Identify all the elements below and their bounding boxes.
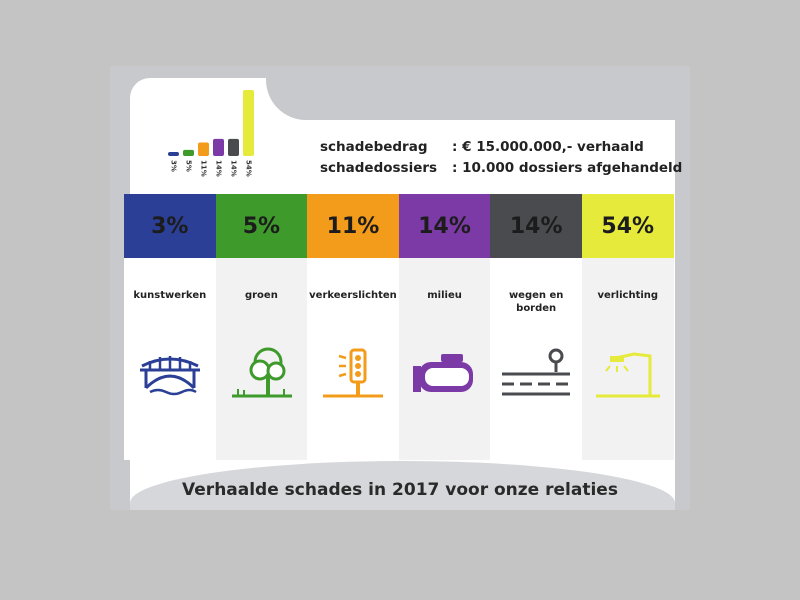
mini-bar-label: 54% <box>245 160 253 177</box>
category-percent: 54% <box>581 194 674 258</box>
mini-bar-label: 11% <box>200 160 208 177</box>
category-column: 14% milieu <box>398 194 491 460</box>
traffic-light-icon <box>319 344 387 404</box>
street-lamp-icon <box>594 344 662 404</box>
category-label: groen <box>244 290 278 301</box>
category-label: milieu <box>427 290 462 301</box>
category-percent: 14% <box>490 194 582 258</box>
category-body: groen <box>215 258 308 460</box>
category-body: wegen en borden <box>490 258 582 460</box>
category-percent: 3% <box>124 194 216 258</box>
category-percent: 5% <box>215 194 308 258</box>
category-column: 11% verkeerslichten <box>307 194 399 460</box>
category-percent: 11% <box>307 194 399 258</box>
category-percent: 14% <box>398 194 491 258</box>
category-column: 5% groen <box>215 194 308 460</box>
footer-title: Verhaalde schades in 2017 voor onze rela… <box>182 480 618 500</box>
category-label: wegen en borden <box>508 290 564 314</box>
dossiers-value: : 10.000 dossiers afgehandeld <box>452 160 683 176</box>
amount-value: : € 15.000.000,- verhaald <box>452 139 644 155</box>
mini-bar <box>198 142 209 156</box>
mini-bar-label: 14% <box>215 160 223 177</box>
amount-label: schadebedrag <box>320 139 428 155</box>
category-body: verlichting <box>581 258 674 460</box>
card-tab-cutout <box>266 78 686 120</box>
category-column: 3% kunstwerken <box>124 194 216 460</box>
category-body: kunstwerken <box>124 258 216 460</box>
mini-bar <box>243 90 254 156</box>
mini-bar <box>168 152 179 156</box>
dossiers-label: schadedossiers <box>320 160 438 176</box>
category-columns: 3% kunstwerken 5% groen 11% verkeerslichten 14… <box>124 194 674 460</box>
tank-icon <box>411 344 479 404</box>
tree-icon <box>228 344 296 404</box>
category-label: verlichting <box>597 290 659 301</box>
mini-bar-label: 3% <box>170 160 178 172</box>
mini-bar-label: 14% <box>230 160 238 177</box>
category-column: 54% verlichting <box>581 194 674 460</box>
mini-bar <box>213 138 224 156</box>
category-body: milieu <box>398 258 491 460</box>
mini-bar <box>228 138 239 156</box>
mini-bar-chart: 3% 5% 11% 14% 14% 54% <box>168 90 254 177</box>
category-column: 14% wegen en borden <box>490 194 582 460</box>
road-sign-icon <box>502 344 571 404</box>
category-label: kunstwerken <box>133 290 207 301</box>
bridge-icon <box>136 344 204 404</box>
mini-bar-label: 5% <box>185 160 193 172</box>
infographic-panel: 3% 5% 11% 14% 14% 54% schadebedrag : € 15.000… <box>110 66 690 510</box>
summary-block: schadebedrag : € 15.000.000,- verhaald s… <box>320 137 682 179</box>
category-label: verkeerslichten <box>309 290 397 301</box>
mini-bar <box>183 149 194 156</box>
category-body: verkeerslichten <box>307 258 399 460</box>
